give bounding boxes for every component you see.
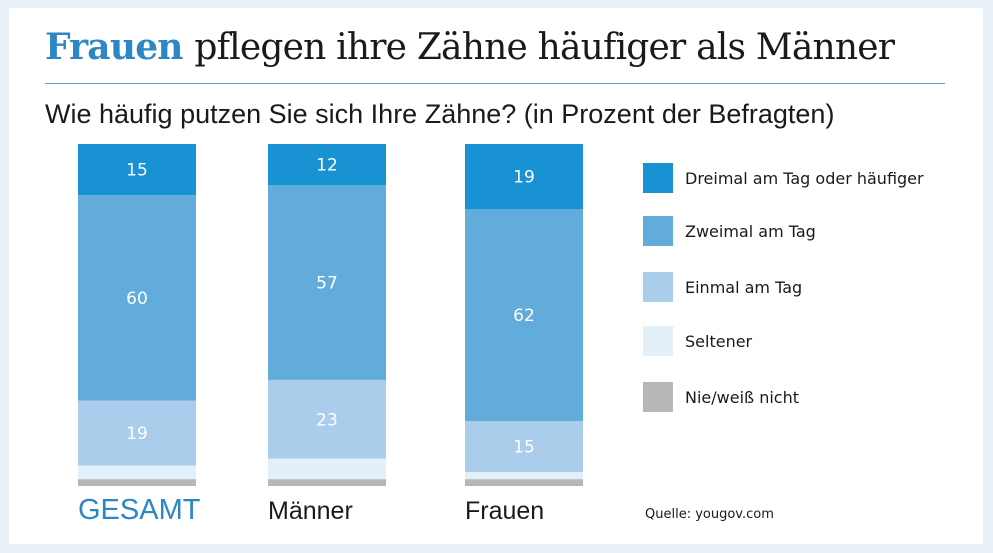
category-label-männer: Männer: [268, 497, 353, 525]
bar-segment-frauen-1: [465, 209, 583, 421]
legend-swatch-2: [643, 272, 673, 302]
legend-label-3: Seltener: [685, 332, 753, 351]
bar-segment-gesamt-2: [78, 400, 196, 466]
bar-segment-frauen-2: [465, 421, 583, 473]
data-label-männer-2: 23: [316, 410, 338, 430]
bar-segment-gesamt-3: [78, 465, 196, 480]
legend-swatch-0: [643, 163, 673, 193]
title-rest: pflegen ihre Zähne häufiger als Männer: [194, 27, 895, 68]
data-label-männer-0: 12: [316, 156, 338, 176]
bar-segment-männer-0: [268, 144, 386, 185]
bar-segment-gesamt-4: [78, 479, 196, 486]
data-label-frauen-0: 19: [513, 168, 535, 188]
category-label-frauen: Frauen: [465, 497, 544, 525]
legend-label-4: Nie/weiß nicht: [685, 388, 799, 407]
stacked-bar-chart: 15 60 19 GESAMT 12 57 23 Männer 19 62 15 Frauen: [78, 144, 583, 526]
bar-segment-frauen-3: [465, 472, 583, 480]
legend-swatch-3: [643, 326, 673, 356]
category-label-gesamt: GESAMT: [78, 494, 201, 526]
data-label-gesamt-0: 15: [126, 161, 148, 181]
bar-segment-männer-3: [268, 458, 386, 480]
data-label-gesamt-2: 19: [126, 424, 148, 444]
bar-segment-männer-2: [268, 380, 386, 459]
legend-swatch-4: [643, 382, 673, 412]
bar-segment-frauen-4: [465, 479, 583, 486]
bar-segment-männer-4: [268, 479, 386, 486]
source-note: Quelle: yougov.com: [645, 507, 774, 522]
bar-segment-männer-1: [268, 185, 386, 380]
legend-label-0: Dreimal am Tag oder häufiger: [685, 169, 924, 188]
chart-subtitle: Wie häufig putzen Sie sich Ihre Zähne? (…: [45, 99, 835, 129]
legend-swatch-1: [643, 216, 673, 246]
data-label-frauen-2: 15: [513, 438, 535, 458]
bar-segment-gesamt-1: [78, 195, 196, 401]
chart-card: Frauen pflegen ihre Zähne häufiger als M…: [9, 8, 983, 544]
title-rule: [45, 83, 945, 84]
bar-segment-frauen-0: [465, 144, 583, 209]
legend-label-1: Zweimal am Tag: [685, 222, 816, 241]
data-label-frauen-1: 62: [513, 306, 535, 326]
title-highlight: Frauen: [45, 26, 183, 68]
data-label-männer-1: 57: [316, 274, 338, 294]
legend-label-2: Einmal am Tag: [685, 278, 803, 297]
bar-segment-gesamt-0: [78, 144, 196, 196]
chart-title: Frauen pflegen ihre Zähne häufiger als M…: [45, 26, 895, 68]
data-label-gesamt-1: 60: [126, 289, 148, 309]
